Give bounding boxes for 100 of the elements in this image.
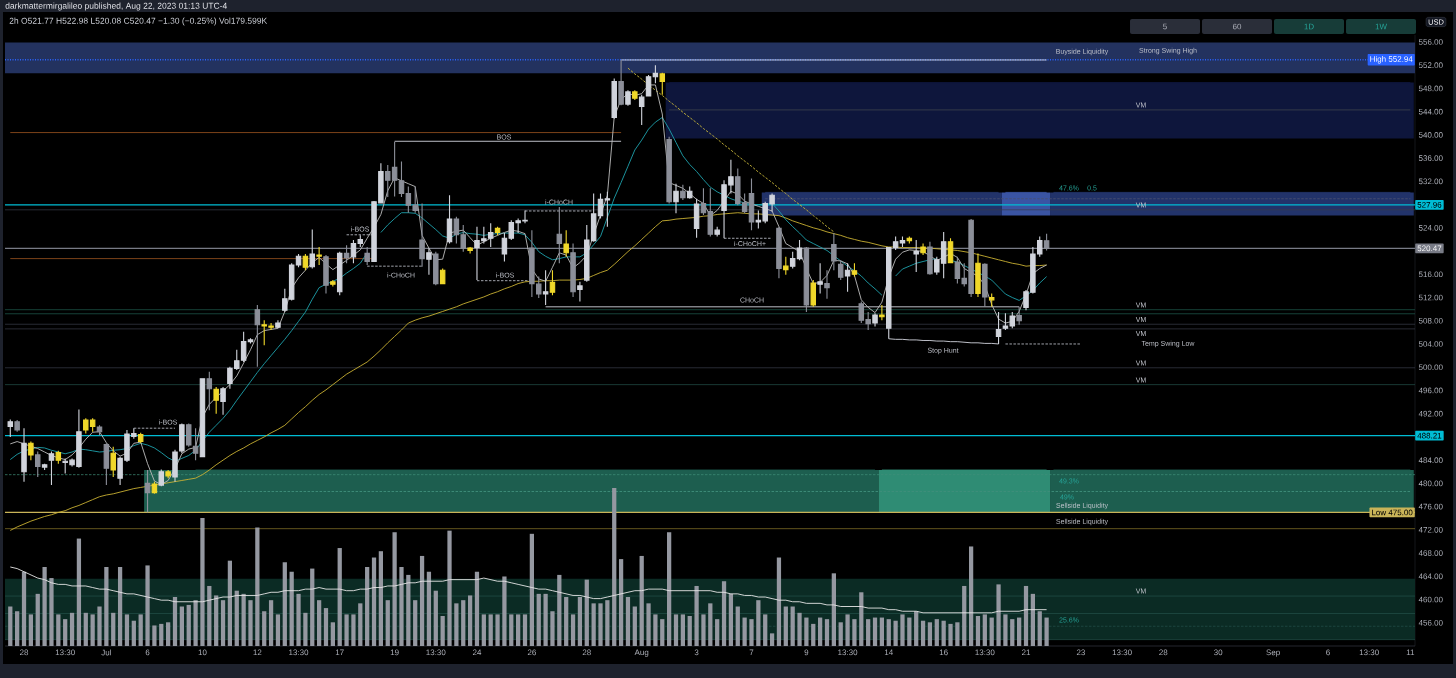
x-tick-label: Sep xyxy=(1266,649,1280,657)
bar xyxy=(536,593,541,646)
candlestick xyxy=(748,177,755,231)
bar xyxy=(927,622,933,646)
candlestick xyxy=(467,246,473,254)
candlestick xyxy=(21,427,27,483)
bar xyxy=(179,606,184,646)
y-tick-label: 472.00 xyxy=(1418,527,1443,533)
bar xyxy=(303,612,308,646)
candlestick xyxy=(837,259,844,281)
y-tick-label: 544.00 xyxy=(1418,108,1443,115)
x-tick-label: 17 xyxy=(335,649,344,656)
bar xyxy=(104,567,109,646)
x-tick-label: 7 xyxy=(749,649,754,656)
bar xyxy=(145,565,150,646)
bar xyxy=(69,612,75,646)
bar xyxy=(824,619,830,646)
bar xyxy=(618,559,624,646)
candlestick xyxy=(529,229,535,298)
bar xyxy=(886,619,891,646)
candlestick xyxy=(611,78,617,120)
x-tick-label: 3 xyxy=(694,649,699,656)
bar xyxy=(21,571,27,646)
ref-line-label: Low 475.00 xyxy=(1372,509,1413,516)
bar xyxy=(845,614,850,646)
bar xyxy=(385,600,390,646)
x-tick-label: 6 xyxy=(145,649,150,656)
bar xyxy=(797,612,802,646)
text: 60 xyxy=(1232,23,1242,30)
bar xyxy=(660,619,665,646)
y-tick-label: 480.00 xyxy=(1418,480,1443,487)
bar xyxy=(248,600,253,646)
candlestick xyxy=(988,292,995,308)
bar xyxy=(440,615,445,646)
y-tick-label: 500.00 xyxy=(1418,364,1443,371)
bar xyxy=(543,593,548,646)
candlestick xyxy=(776,226,782,279)
candlestick xyxy=(920,242,926,256)
bar xyxy=(166,622,171,646)
bar xyxy=(186,604,191,646)
bar xyxy=(502,576,507,646)
chart-title: 2h O521.77 H522.98 L520.08 C520.47 −1.30 (−0.25%) Vol179.599K xyxy=(9,17,268,26)
bar xyxy=(872,617,878,646)
x-tick-label: Jul xyxy=(101,649,111,656)
x-tick-label: 30 xyxy=(1214,649,1223,656)
bar xyxy=(124,614,130,646)
bar xyxy=(1030,593,1035,646)
bar xyxy=(56,614,61,646)
bar xyxy=(371,557,377,646)
bar xyxy=(920,620,926,646)
candlestick xyxy=(206,371,213,411)
x-tick-label: 14 xyxy=(884,649,893,656)
x-tick-label: 13:30 xyxy=(55,649,75,656)
bar xyxy=(255,527,260,646)
candlestick xyxy=(35,450,41,478)
candlestick xyxy=(577,281,583,303)
bar xyxy=(42,567,47,646)
bar xyxy=(680,614,685,646)
bar xyxy=(392,532,397,646)
bar xyxy=(852,619,857,646)
y-tick-label: 496.00 xyxy=(1418,387,1443,394)
y-tick-label: 484.00 xyxy=(1418,457,1443,463)
bar xyxy=(632,606,637,646)
x-tick-label: Aug xyxy=(634,649,649,657)
candlestick xyxy=(570,242,576,298)
bar xyxy=(447,530,452,646)
x-tick-label: 19 xyxy=(390,649,399,656)
x-tick-label: 24 xyxy=(472,649,482,656)
candlestick xyxy=(137,432,144,444)
candlestick xyxy=(323,254,329,294)
bar xyxy=(605,600,610,646)
candlestick xyxy=(783,256,789,276)
bar xyxy=(673,614,679,646)
bar xyxy=(948,623,953,646)
candlestick xyxy=(1016,306,1022,326)
bar xyxy=(35,593,40,646)
y-tick-label: 548.00 xyxy=(1418,85,1443,92)
bar xyxy=(262,611,267,646)
candlestick xyxy=(824,269,830,300)
y-tick-label: 540.00 xyxy=(1418,132,1443,138)
y-tick-label: 556.00 xyxy=(1418,39,1443,45)
candlestick xyxy=(185,423,192,448)
ref-line-label: 488.21 xyxy=(1417,432,1442,439)
bar xyxy=(742,617,747,646)
bar xyxy=(83,612,88,646)
bar xyxy=(172,597,178,646)
candlestick xyxy=(625,89,631,107)
y-tick-label: 492.00 xyxy=(1418,410,1443,417)
x-tick-label: 13:30 xyxy=(838,649,858,656)
bar xyxy=(591,603,596,646)
bar xyxy=(193,600,198,646)
candlestick xyxy=(14,419,20,433)
bar xyxy=(351,614,356,646)
bar xyxy=(701,614,706,646)
candlestick xyxy=(879,304,885,321)
bar xyxy=(15,611,20,646)
bar xyxy=(97,606,102,646)
candlestick xyxy=(1043,233,1050,252)
bar xyxy=(275,614,281,646)
bar xyxy=(426,571,432,646)
